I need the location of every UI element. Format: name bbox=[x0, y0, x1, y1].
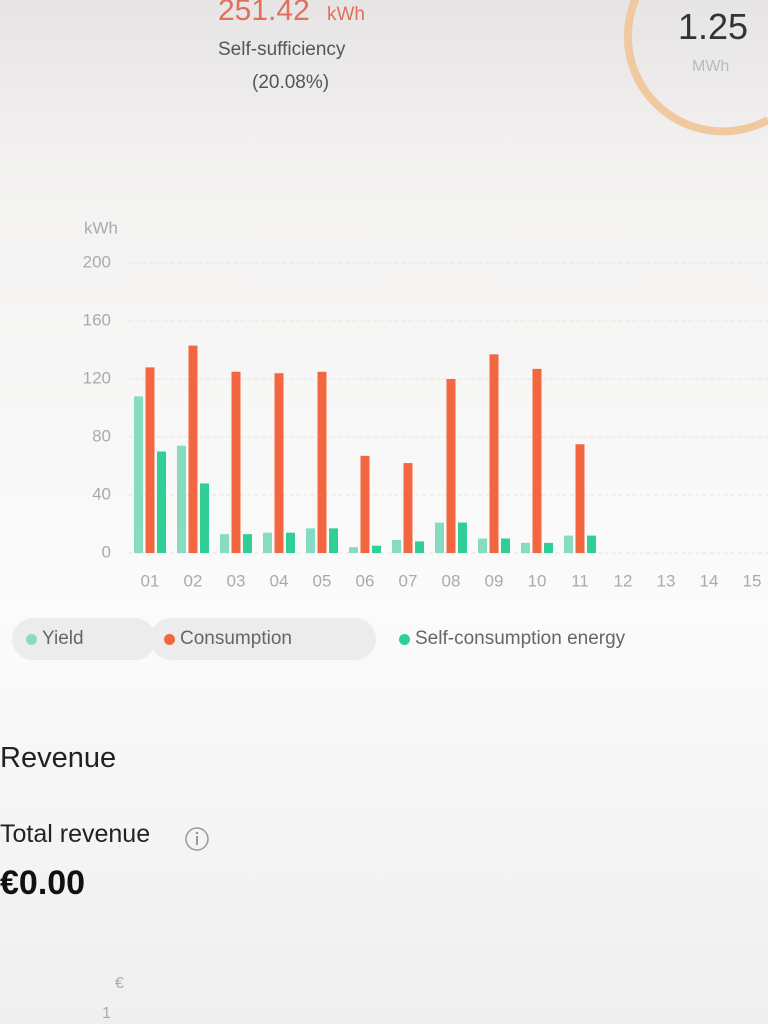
legend-item[interactable]: Self-consumption energy bbox=[385, 618, 713, 660]
bar bbox=[231, 371, 241, 553]
bar bbox=[403, 463, 413, 553]
x-tick-label: 11 bbox=[571, 571, 589, 590]
bar bbox=[392, 539, 401, 553]
revenue-title: Revenue bbox=[0, 742, 117, 774]
bar bbox=[200, 483, 209, 553]
y-tick-label: 40 bbox=[92, 484, 111, 503]
x-tick-label: 07 bbox=[399, 571, 418, 590]
bar bbox=[188, 345, 198, 553]
y-tick-label: 0 bbox=[102, 542, 111, 561]
bar bbox=[458, 522, 467, 553]
revenue-axis-unit: € bbox=[115, 975, 124, 992]
bar bbox=[489, 354, 499, 553]
chart: kWh 0 40 80 120 160 200 01 02 03 04 05 06 07 08 09 10 11… bbox=[83, 218, 768, 590]
x-tick-label: 05 bbox=[313, 571, 332, 590]
legend-swatch bbox=[26, 633, 37, 645]
bar bbox=[544, 542, 553, 553]
total-revenue-value: €0.00 bbox=[0, 864, 86, 902]
bar bbox=[564, 535, 573, 553]
x-tick-label: 01 bbox=[141, 571, 160, 590]
gauge bbox=[623, 0, 768, 136]
bar bbox=[532, 368, 542, 553]
x-tick-label: 08 bbox=[442, 571, 461, 590]
bar bbox=[521, 542, 530, 553]
y-axis-label: kWh bbox=[84, 218, 118, 237]
legend-label: Consumption bbox=[180, 628, 292, 649]
ratio-label: Self-sufficiency bbox=[218, 39, 346, 60]
x-tick-label: 10 bbox=[528, 571, 547, 590]
bar bbox=[372, 545, 381, 553]
x-tick-label: 15 bbox=[743, 571, 762, 590]
bar bbox=[145, 367, 155, 553]
bar bbox=[220, 534, 229, 553]
legend-label: Self-consumption energy bbox=[415, 628, 626, 649]
x-tick-label: 14 bbox=[700, 571, 719, 590]
y-tick-label: 160 bbox=[83, 310, 111, 329]
info-icon[interactable] bbox=[184, 826, 212, 854]
x-tick-label: 03 bbox=[227, 571, 246, 590]
bar bbox=[501, 538, 510, 553]
bar bbox=[446, 379, 456, 553]
x-tick-label: 13 bbox=[657, 571, 676, 590]
bar bbox=[134, 396, 143, 553]
x-tick-label: 04 bbox=[270, 571, 289, 590]
gauge-arc bbox=[623, 0, 768, 136]
bar bbox=[435, 522, 444, 553]
bar bbox=[478, 538, 487, 553]
bar bbox=[587, 535, 596, 553]
x-tick-label: 02 bbox=[184, 571, 203, 590]
bar bbox=[157, 451, 166, 553]
bar bbox=[263, 532, 272, 553]
y-tick-label: 120 bbox=[83, 368, 111, 387]
gauge-value: 1.25 bbox=[678, 6, 749, 47]
legend-item[interactable]: Consumption bbox=[150, 618, 376, 660]
energy-value: 251.42 bbox=[218, 0, 310, 27]
bar bbox=[349, 547, 358, 553]
ratio-value: (20.08%) bbox=[252, 72, 330, 93]
legend-item[interactable]: Yield bbox=[12, 618, 156, 660]
bar bbox=[360, 455, 370, 553]
legend-swatch bbox=[399, 633, 410, 645]
total-revenue-label: Total revenue bbox=[0, 820, 151, 848]
bar bbox=[329, 528, 338, 553]
x-tick-label: 09 bbox=[485, 571, 504, 590]
bar bbox=[317, 371, 327, 553]
bar bbox=[177, 445, 186, 553]
x-tick-label: 06 bbox=[356, 571, 375, 590]
gauge-unit: MWh bbox=[692, 58, 730, 75]
bar bbox=[243, 534, 252, 553]
bar bbox=[286, 532, 295, 553]
legend-swatch bbox=[164, 633, 175, 645]
legend-label: Yield bbox=[42, 628, 84, 649]
bar bbox=[415, 541, 424, 553]
bar bbox=[274, 373, 284, 553]
y-tick-label: 80 bbox=[92, 426, 111, 445]
bar bbox=[575, 444, 585, 553]
y-tick-label: 200 bbox=[83, 252, 111, 271]
energy-unit: kWh bbox=[327, 4, 365, 25]
revenue-axis-tick: 1 bbox=[102, 1005, 111, 1022]
bar bbox=[306, 528, 315, 553]
x-tick-label: 12 bbox=[614, 571, 633, 590]
